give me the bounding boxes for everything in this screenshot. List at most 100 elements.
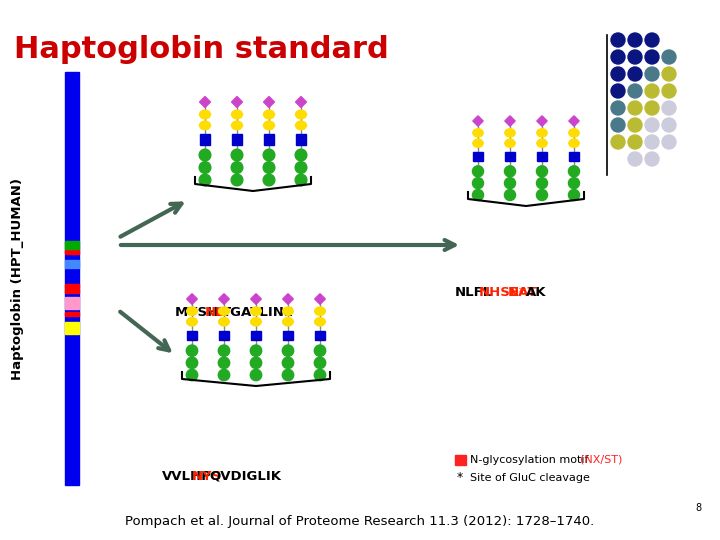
Circle shape <box>645 33 659 47</box>
Circle shape <box>536 190 547 200</box>
Circle shape <box>645 50 659 64</box>
Ellipse shape <box>219 307 229 315</box>
Ellipse shape <box>199 121 210 130</box>
Circle shape <box>199 161 211 173</box>
Text: AK: AK <box>526 287 546 300</box>
Bar <box>473 152 483 161</box>
Circle shape <box>472 178 484 188</box>
Circle shape <box>628 101 642 115</box>
Ellipse shape <box>251 307 261 315</box>
Circle shape <box>645 152 659 166</box>
Circle shape <box>611 33 625 47</box>
Text: (NX/ST): (NX/ST) <box>580 455 622 465</box>
Polygon shape <box>537 116 547 126</box>
Polygon shape <box>186 294 197 305</box>
Circle shape <box>662 135 676 149</box>
Ellipse shape <box>537 139 547 147</box>
Text: Pompach et al. Journal of Proteome Research 11.3 (2012): 1728–1740.: Pompach et al. Journal of Proteome Resea… <box>125 516 595 529</box>
Circle shape <box>295 174 307 186</box>
Circle shape <box>628 50 642 64</box>
Polygon shape <box>505 116 516 126</box>
Bar <box>219 330 229 340</box>
Bar <box>65 312 79 315</box>
Circle shape <box>315 357 325 368</box>
Ellipse shape <box>537 129 547 137</box>
Ellipse shape <box>473 129 483 137</box>
Bar <box>65 260 79 268</box>
Ellipse shape <box>505 139 516 147</box>
Bar <box>187 330 197 340</box>
Circle shape <box>263 161 275 173</box>
Text: NLT: NLT <box>204 306 231 319</box>
Circle shape <box>282 369 294 381</box>
Circle shape <box>251 357 261 368</box>
Circle shape <box>628 152 642 166</box>
Circle shape <box>611 67 625 81</box>
Circle shape <box>628 118 642 132</box>
Polygon shape <box>473 116 483 126</box>
Polygon shape <box>219 294 229 305</box>
Circle shape <box>611 101 625 115</box>
Bar <box>65 249 79 254</box>
Text: Haptoglobin standard: Haptoglobin standard <box>14 35 389 64</box>
Circle shape <box>295 149 307 161</box>
Circle shape <box>263 174 275 186</box>
Circle shape <box>251 369 261 381</box>
Circle shape <box>231 149 243 161</box>
Circle shape <box>231 161 243 173</box>
Circle shape <box>611 50 625 64</box>
Text: Site of GluC cleavage: Site of GluC cleavage <box>470 473 590 483</box>
Polygon shape <box>251 294 261 305</box>
Ellipse shape <box>219 318 229 326</box>
Text: TGATLINE: TGATLINE <box>222 306 294 319</box>
Circle shape <box>218 357 230 368</box>
Circle shape <box>186 345 198 356</box>
Circle shape <box>662 84 676 98</box>
Circle shape <box>263 149 275 161</box>
Circle shape <box>645 135 659 149</box>
Circle shape <box>645 118 659 132</box>
Polygon shape <box>283 294 293 305</box>
Bar <box>65 241 79 248</box>
Ellipse shape <box>264 110 274 119</box>
Circle shape <box>505 166 516 177</box>
Text: 8: 8 <box>695 503 701 513</box>
Ellipse shape <box>232 110 243 119</box>
Circle shape <box>628 135 642 149</box>
Bar <box>537 152 546 161</box>
Circle shape <box>231 174 243 186</box>
Circle shape <box>611 135 625 149</box>
Circle shape <box>662 67 676 81</box>
Ellipse shape <box>473 139 483 147</box>
Bar <box>315 330 325 340</box>
Text: Haptoglobin (HPT_HUMAN): Haptoglobin (HPT_HUMAN) <box>12 178 24 380</box>
Circle shape <box>186 357 198 368</box>
Ellipse shape <box>186 318 197 326</box>
Circle shape <box>536 166 547 177</box>
Circle shape <box>295 161 307 173</box>
Polygon shape <box>315 294 325 305</box>
Bar <box>65 322 79 334</box>
Bar <box>296 134 306 145</box>
Circle shape <box>186 369 198 381</box>
Ellipse shape <box>283 307 293 315</box>
Ellipse shape <box>315 318 325 326</box>
Ellipse shape <box>283 318 293 326</box>
Bar <box>65 284 79 288</box>
Bar <box>505 152 515 161</box>
Ellipse shape <box>264 121 274 130</box>
Text: NAT: NAT <box>508 287 538 300</box>
Polygon shape <box>295 97 307 107</box>
Ellipse shape <box>251 318 261 326</box>
Circle shape <box>218 345 230 356</box>
Text: *: * <box>457 471 463 484</box>
Ellipse shape <box>315 307 325 315</box>
Ellipse shape <box>569 139 579 147</box>
Circle shape <box>662 118 676 132</box>
Bar <box>570 152 579 161</box>
Polygon shape <box>569 116 579 126</box>
Circle shape <box>315 369 325 381</box>
Circle shape <box>645 84 659 98</box>
Polygon shape <box>232 97 243 107</box>
Circle shape <box>199 174 211 186</box>
